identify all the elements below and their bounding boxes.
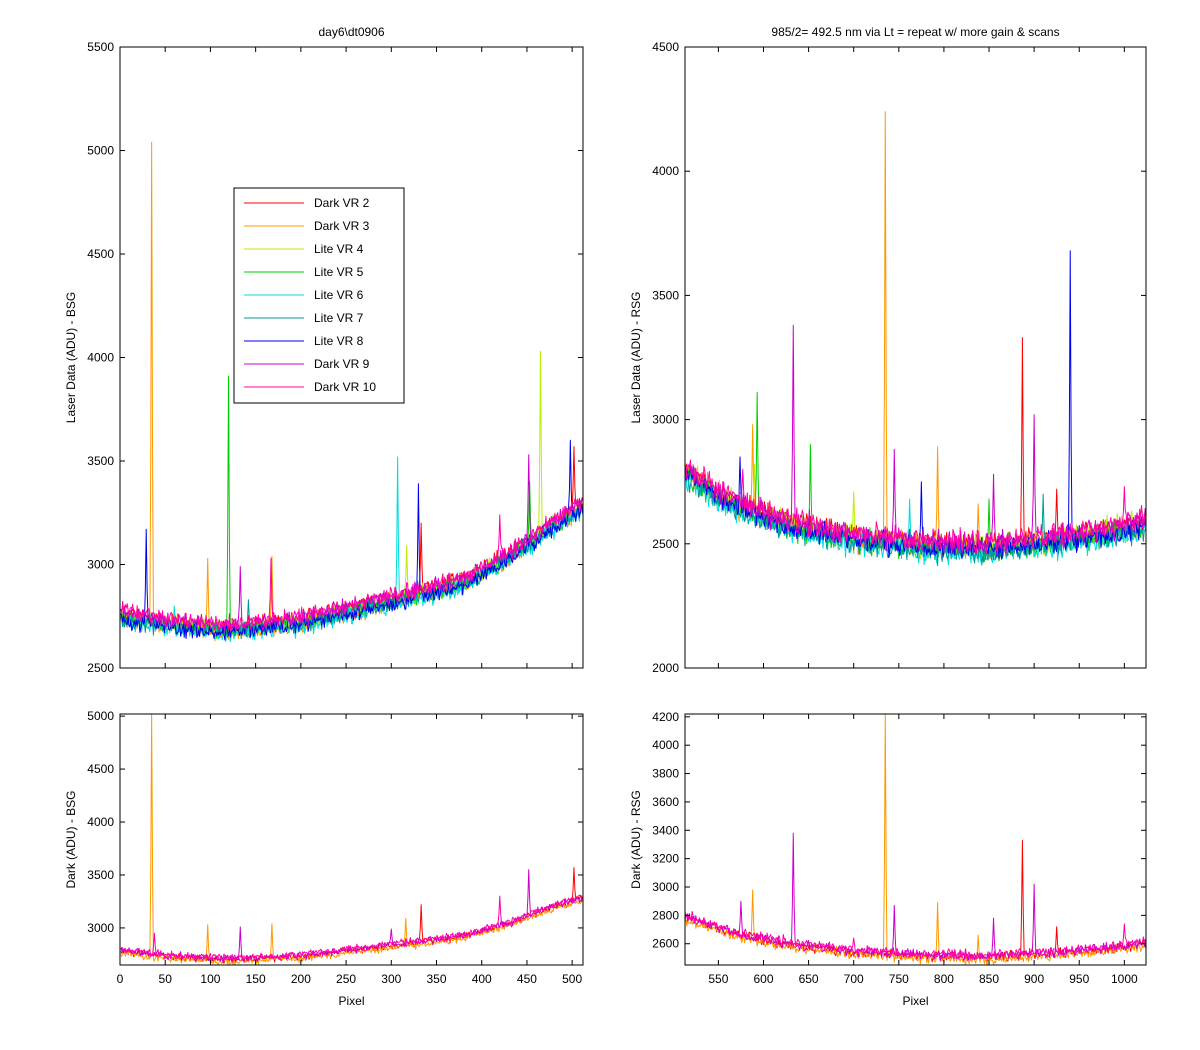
laser-bsg-panel: day6\dt0906 Laser Data (ADU) - BSG 2500 3… <box>64 25 584 675</box>
x-tick-label: 200 <box>291 972 311 986</box>
series-line-dark-vr-9 <box>685 324 1146 554</box>
x-tick-label: 550 <box>708 972 728 986</box>
x-tick-label: 100 <box>200 972 220 986</box>
y-tick-label: 3500 <box>652 288 679 302</box>
y-axis-label: Dark (ADU) - BSG <box>64 790 78 888</box>
axes-frame <box>684 46 1147 669</box>
x-tick-label: 950 <box>1069 972 1089 986</box>
axes-frame <box>119 46 584 669</box>
y-axis-label: Laser Data (ADU) - BSG <box>64 292 78 423</box>
y-tick-label: 4000 <box>652 738 679 752</box>
series-line-dark-vr-3 <box>685 714 1146 965</box>
y-tick-label: 3000 <box>87 921 114 935</box>
y-tick-label: 4500 <box>652 40 679 54</box>
legend-entry: Lite VR 7 <box>314 311 364 325</box>
axis-ticks: 3000 3500 4000 4500 5000 0 50 100 150 200 250 300 35… <box>87 709 583 986</box>
y-tick-label: 4500 <box>87 762 114 776</box>
y-tick-label: 3000 <box>87 558 114 572</box>
y-tick-label: 4000 <box>652 164 679 178</box>
y-tick-label: 4000 <box>87 351 114 365</box>
y-tick-label: 2500 <box>87 661 114 675</box>
axes-frame <box>684 713 1147 966</box>
y-tick-label: 2600 <box>652 937 679 951</box>
dark-rsg-panel: Dark (ADU) - RSG Pixel 2600 2800 3000 3200 3… <box>629 710 1147 1008</box>
y-tick-label: 3500 <box>87 454 114 468</box>
series-line-dark-vr-10 <box>685 910 1146 961</box>
legend-entry: Dark VR 9 <box>314 357 370 371</box>
y-tick-label: 3200 <box>652 852 679 866</box>
plot-area <box>685 111 1146 567</box>
x-tick-label: 1000 <box>1111 972 1138 986</box>
series-line-dark-vr-10 <box>120 497 583 632</box>
series-line-dark-vr-10 <box>120 894 583 961</box>
y-tick-label: 2500 <box>652 537 679 551</box>
series-line-lite-vr-8 <box>685 250 1146 560</box>
x-tick-label: 750 <box>889 972 909 986</box>
x-tick-label: 900 <box>1024 972 1044 986</box>
legend-entry: Dark VR 10 <box>314 380 376 394</box>
legend-entry: Dark VR 3 <box>314 219 370 233</box>
laser-rsg-panel: 985/2= 492.5 nm via Lt = repeat w/ more … <box>629 25 1147 675</box>
y-tick-label: 3000 <box>652 880 679 894</box>
y-tick-label: 2000 <box>652 661 679 675</box>
x-tick-label: 800 <box>934 972 954 986</box>
y-tick-label: 5000 <box>87 144 114 158</box>
axis-ticks: 2000 2500 3000 3500 4000 4500 <box>652 40 1146 675</box>
dark-bsg-panel: Dark (ADU) - BSG Pixel 30003500400045005… <box>64 709 584 1008</box>
y-tick-label: 4200 <box>652 710 679 724</box>
legend-entry: Lite VR 4 <box>314 242 364 256</box>
x-tick-label: 650 <box>799 972 819 986</box>
axes-frame <box>119 713 584 966</box>
legend-entry: Dark VR 2 <box>314 196 370 210</box>
panel-title: day6\dt0906 <box>318 25 384 39</box>
y-tick-label: 3800 <box>652 767 679 781</box>
y-tick-label: 4000 <box>87 815 114 829</box>
panel-title: 985/2= 492.5 nm via Lt = repeat w/ more … <box>771 25 1059 39</box>
legend: Dark VR 2 Dark VR 3 Lite VR 4 Lite VR 5 Lite… <box>233 187 405 404</box>
x-tick-label: 450 <box>517 972 537 986</box>
legend-entry: Lite VR 8 <box>314 334 364 348</box>
series-line-lite-vr-8 <box>120 439 583 641</box>
y-axis-label: Laser Data (ADU) - RSG <box>629 291 643 423</box>
y-tick-label: 5000 <box>87 709 114 723</box>
y-tick-label: 3000 <box>652 413 679 427</box>
y-tick-label: 2800 <box>652 908 679 922</box>
x-tick-label: 350 <box>426 972 446 986</box>
x-tick-label: 700 <box>844 972 864 986</box>
legend-entry: Lite VR 5 <box>314 265 364 279</box>
x-tick-label: 50 <box>159 972 173 986</box>
x-axis-label: Pixel <box>338 994 364 1008</box>
y-tick-label: 3400 <box>652 823 679 837</box>
plot-area <box>685 714 1146 965</box>
y-tick-label: 3600 <box>652 795 679 809</box>
series-line-dark-vr-10 <box>685 459 1146 555</box>
legend-entry: Lite VR 6 <box>314 288 364 302</box>
plot-area <box>120 141 583 643</box>
x-tick-label: 500 <box>562 972 582 986</box>
x-tick-label: 150 <box>246 972 266 986</box>
plot-area <box>120 714 583 965</box>
x-tick-label: 600 <box>753 972 773 986</box>
y-tick-label: 4500 <box>87 247 114 261</box>
x-tick-label: 300 <box>381 972 401 986</box>
x-tick-label: 400 <box>472 972 492 986</box>
x-axis-label: Pixel <box>902 994 928 1008</box>
x-tick-label: 0 <box>117 972 124 986</box>
x-tick-label: 850 <box>979 972 999 986</box>
y-tick-label: 3500 <box>87 868 114 882</box>
x-tick-label: 250 <box>336 972 356 986</box>
axis-ticks: 2600 2800 3000 3200 3400 3600 3800 4000 4200 550 6… <box>652 710 1146 986</box>
y-tick-label: 5500 <box>87 40 114 54</box>
y-axis-label: Dark (ADU) - RSG <box>629 790 643 889</box>
